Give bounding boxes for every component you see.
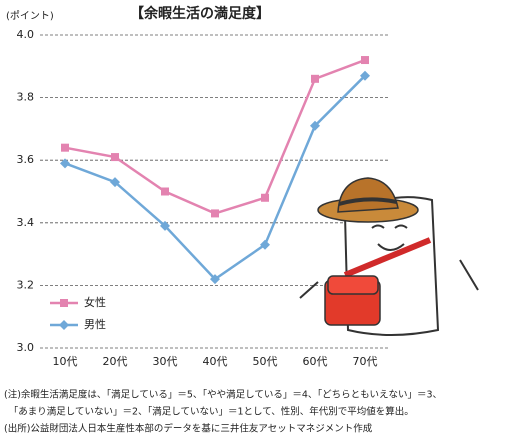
x-tick-label: 70代 [353, 355, 378, 368]
point [111, 153, 119, 162]
chart-title: 【余暇生活の満足度】 [130, 5, 270, 22]
point [261, 193, 269, 202]
y-tick-label: 3.8 [17, 91, 35, 104]
x-tick-label: 60代 [303, 355, 328, 368]
point [160, 220, 170, 231]
character [299, 177, 479, 336]
y-tick-label: 3.0 [17, 341, 35, 354]
legend-label: 女性 [84, 295, 106, 309]
series-line [64, 74, 366, 281]
note: (出所)公益財団法人日本生産性本部のデータを基に三井住友アセットマネジメント作成 [4, 423, 373, 435]
y-tick-label: 3.6 [17, 153, 35, 166]
legend-label: 男性 [84, 317, 106, 331]
point [211, 209, 219, 218]
point [210, 274, 220, 285]
x-tick-label: 50代 [253, 355, 278, 368]
y-tick-label: 3.2 [17, 278, 35, 291]
point [260, 239, 270, 250]
point [61, 143, 69, 152]
point [310, 120, 320, 131]
x-tick-label: 10代 [53, 355, 78, 368]
x-tick-label: 30代 [153, 355, 178, 368]
series-line [64, 58, 366, 215]
point [360, 70, 370, 81]
point [361, 56, 369, 65]
point [311, 74, 319, 83]
point [60, 158, 70, 169]
x-tick-label: 40代 [203, 355, 228, 368]
x-tick-label: 20代 [103, 355, 128, 368]
y-tick-label: 3.4 [17, 216, 35, 229]
point [110, 177, 120, 188]
unit-label: (ポイント) [6, 10, 54, 22]
legend-marker [59, 320, 69, 330]
legend-marker [60, 299, 68, 307]
note: (注)余暇生活満足度は、「満足している」＝5、「やや満足している」＝4、「どちら… [4, 389, 442, 401]
y-tick-label: 4.0 [17, 28, 35, 41]
point [161, 187, 169, 196]
note: 「あまり満足していない」＝2、「満足していない」＝1として、性別、年代別で平均値… [4, 406, 414, 418]
